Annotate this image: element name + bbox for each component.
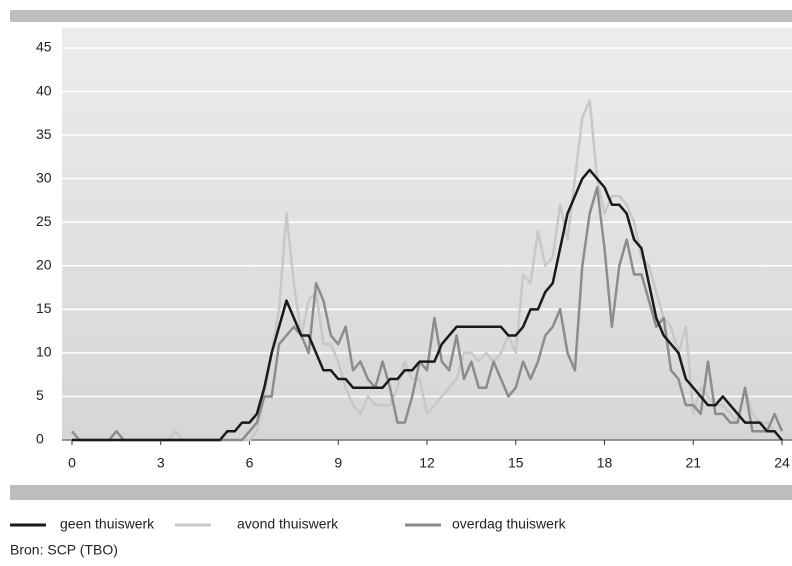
x-tick-label: 24	[774, 455, 790, 471]
y-tick-label: 40	[36, 82, 52, 98]
legend-label: overdag thuiswerk	[452, 516, 567, 532]
x-tick-label: 12	[419, 455, 435, 471]
legend-label: geen thuiswerk	[60, 516, 155, 532]
x-tick-label: 9	[334, 455, 342, 471]
bottom-band	[10, 485, 792, 500]
y-tick-label: 15	[36, 300, 52, 316]
series-line	[72, 168, 783, 442]
source: Bron: SCP (TBO)	[10, 542, 118, 558]
y-tick-label: 20	[36, 256, 52, 272]
y-tick-label: 10	[36, 344, 52, 360]
x-tick-label: 18	[597, 455, 613, 471]
y-tick-label: 30	[36, 169, 52, 185]
y-tick-label: 35	[36, 126, 52, 142]
x-tick-label: 21	[685, 455, 701, 471]
x-tick-label: 6	[246, 455, 254, 471]
y-tick-label: 45	[36, 39, 52, 55]
legend-label: avond thuiswerk	[237, 516, 339, 532]
y-tick-label: 0	[36, 431, 44, 447]
x-tick-label: 0	[68, 455, 76, 471]
x-tick-label: 3	[157, 455, 165, 471]
y-tick-label: 25	[36, 213, 52, 229]
y-tick-label: 5	[36, 387, 44, 403]
top-band	[10, 10, 792, 22]
x-tick-label: 15	[508, 455, 524, 471]
plot-area	[62, 28, 792, 440]
